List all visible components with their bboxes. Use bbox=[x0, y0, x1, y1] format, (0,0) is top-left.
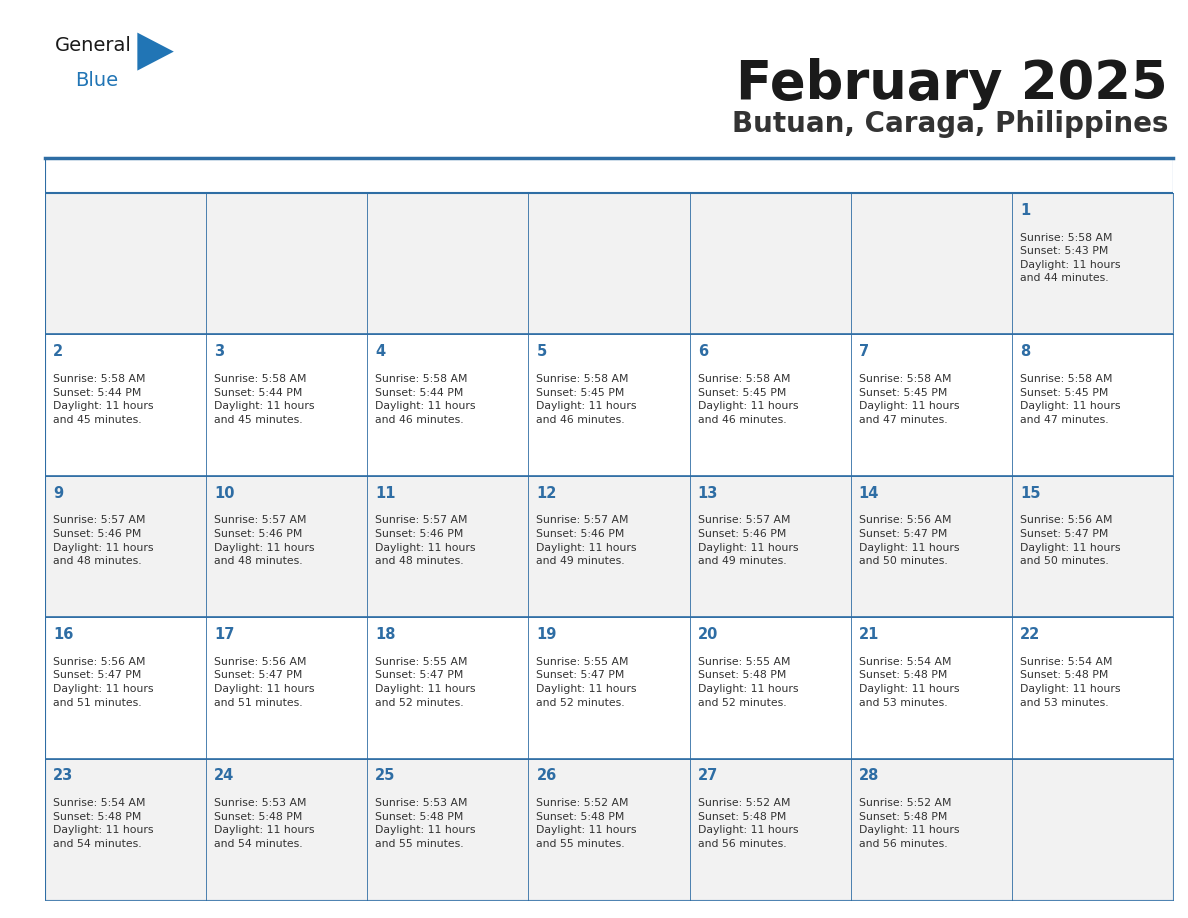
Text: Sunrise: 5:58 AM
Sunset: 5:44 PM
Daylight: 11 hours
and 45 minutes.: Sunrise: 5:58 AM Sunset: 5:44 PM Dayligh… bbox=[214, 374, 315, 425]
Text: 3: 3 bbox=[214, 344, 225, 359]
Text: 26: 26 bbox=[537, 768, 557, 783]
Text: 27: 27 bbox=[697, 768, 718, 783]
Text: 18: 18 bbox=[375, 627, 396, 642]
Text: 2: 2 bbox=[53, 344, 63, 359]
Text: 21: 21 bbox=[859, 627, 879, 642]
Text: Sunrise: 5:57 AM
Sunset: 5:46 PM
Daylight: 11 hours
and 48 minutes.: Sunrise: 5:57 AM Sunset: 5:46 PM Dayligh… bbox=[214, 515, 315, 566]
Text: 17: 17 bbox=[214, 627, 234, 642]
Text: Sunrise: 5:56 AM
Sunset: 5:47 PM
Daylight: 11 hours
and 51 minutes.: Sunrise: 5:56 AM Sunset: 5:47 PM Dayligh… bbox=[53, 656, 153, 708]
Text: Sunrise: 5:52 AM
Sunset: 5:48 PM
Daylight: 11 hours
and 55 minutes.: Sunrise: 5:52 AM Sunset: 5:48 PM Dayligh… bbox=[537, 798, 637, 849]
Text: Sunrise: 5:57 AM
Sunset: 5:46 PM
Daylight: 11 hours
and 49 minutes.: Sunrise: 5:57 AM Sunset: 5:46 PM Dayligh… bbox=[537, 515, 637, 566]
Text: Wednesday: Wednesday bbox=[538, 168, 633, 183]
Text: Sunrise: 5:53 AM
Sunset: 5:48 PM
Daylight: 11 hours
and 55 minutes.: Sunrise: 5:53 AM Sunset: 5:48 PM Dayligh… bbox=[375, 798, 476, 849]
Text: Sunrise: 5:52 AM
Sunset: 5:48 PM
Daylight: 11 hours
and 56 minutes.: Sunrise: 5:52 AM Sunset: 5:48 PM Dayligh… bbox=[697, 798, 798, 849]
Text: Butuan, Caraga, Philippines: Butuan, Caraga, Philippines bbox=[732, 110, 1168, 138]
Text: Sunrise: 5:58 AM
Sunset: 5:45 PM
Daylight: 11 hours
and 47 minutes.: Sunrise: 5:58 AM Sunset: 5:45 PM Dayligh… bbox=[859, 374, 959, 425]
Text: General: General bbox=[55, 37, 132, 55]
Text: 14: 14 bbox=[859, 486, 879, 500]
Text: 24: 24 bbox=[214, 768, 234, 783]
Text: Sunrise: 5:58 AM
Sunset: 5:44 PM
Daylight: 11 hours
and 45 minutes.: Sunrise: 5:58 AM Sunset: 5:44 PM Dayligh… bbox=[53, 374, 153, 425]
Text: Sunrise: 5:55 AM
Sunset: 5:47 PM
Daylight: 11 hours
and 52 minutes.: Sunrise: 5:55 AM Sunset: 5:47 PM Dayligh… bbox=[375, 656, 476, 708]
Text: Sunrise: 5:56 AM
Sunset: 5:47 PM
Daylight: 11 hours
and 50 minutes.: Sunrise: 5:56 AM Sunset: 5:47 PM Dayligh… bbox=[859, 515, 959, 566]
Text: Friday: Friday bbox=[860, 168, 911, 183]
Text: Sunrise: 5:58 AM
Sunset: 5:44 PM
Daylight: 11 hours
and 46 minutes.: Sunrise: 5:58 AM Sunset: 5:44 PM Dayligh… bbox=[375, 374, 476, 425]
Text: Sunrise: 5:54 AM
Sunset: 5:48 PM
Daylight: 11 hours
and 53 minutes.: Sunrise: 5:54 AM Sunset: 5:48 PM Dayligh… bbox=[859, 656, 959, 708]
Text: Monday: Monday bbox=[216, 168, 280, 183]
Text: Thursday: Thursday bbox=[700, 168, 776, 183]
Text: Sunrise: 5:57 AM
Sunset: 5:46 PM
Daylight: 11 hours
and 49 minutes.: Sunrise: 5:57 AM Sunset: 5:46 PM Dayligh… bbox=[697, 515, 798, 566]
Polygon shape bbox=[138, 33, 173, 71]
Text: 11: 11 bbox=[375, 486, 396, 500]
Text: 5: 5 bbox=[537, 344, 546, 359]
Text: Sunrise: 5:57 AM
Sunset: 5:46 PM
Daylight: 11 hours
and 48 minutes.: Sunrise: 5:57 AM Sunset: 5:46 PM Dayligh… bbox=[375, 515, 476, 566]
Text: Sunrise: 5:56 AM
Sunset: 5:47 PM
Daylight: 11 hours
and 50 minutes.: Sunrise: 5:56 AM Sunset: 5:47 PM Dayligh… bbox=[1020, 515, 1120, 566]
Text: 22: 22 bbox=[1020, 627, 1041, 642]
Text: 13: 13 bbox=[697, 486, 718, 500]
Text: 20: 20 bbox=[697, 627, 718, 642]
Text: Sunrise: 5:55 AM
Sunset: 5:47 PM
Daylight: 11 hours
and 52 minutes.: Sunrise: 5:55 AM Sunset: 5:47 PM Dayligh… bbox=[537, 656, 637, 708]
Text: Sunrise: 5:54 AM
Sunset: 5:48 PM
Daylight: 11 hours
and 53 minutes.: Sunrise: 5:54 AM Sunset: 5:48 PM Dayligh… bbox=[1020, 656, 1120, 708]
Text: February 2025: February 2025 bbox=[737, 58, 1168, 110]
Text: 4: 4 bbox=[375, 344, 385, 359]
Text: 16: 16 bbox=[53, 627, 74, 642]
Text: 28: 28 bbox=[859, 768, 879, 783]
Text: 25: 25 bbox=[375, 768, 396, 783]
Text: Sunrise: 5:54 AM
Sunset: 5:48 PM
Daylight: 11 hours
and 54 minutes.: Sunrise: 5:54 AM Sunset: 5:48 PM Dayligh… bbox=[53, 798, 153, 849]
Text: Sunday: Sunday bbox=[55, 168, 115, 183]
Text: 8: 8 bbox=[1020, 344, 1030, 359]
Text: Sunrise: 5:58 AM
Sunset: 5:45 PM
Daylight: 11 hours
and 46 minutes.: Sunrise: 5:58 AM Sunset: 5:45 PM Dayligh… bbox=[537, 374, 637, 425]
Text: 10: 10 bbox=[214, 486, 235, 500]
Text: 19: 19 bbox=[537, 627, 557, 642]
Text: 9: 9 bbox=[53, 486, 63, 500]
Text: Sunrise: 5:53 AM
Sunset: 5:48 PM
Daylight: 11 hours
and 54 minutes.: Sunrise: 5:53 AM Sunset: 5:48 PM Dayligh… bbox=[214, 798, 315, 849]
Text: Blue: Blue bbox=[75, 71, 119, 90]
Text: 15: 15 bbox=[1020, 486, 1041, 500]
Text: 23: 23 bbox=[53, 768, 74, 783]
Text: Sunrise: 5:58 AM
Sunset: 5:45 PM
Daylight: 11 hours
and 47 minutes.: Sunrise: 5:58 AM Sunset: 5:45 PM Dayligh… bbox=[1020, 374, 1120, 425]
Text: Sunrise: 5:58 AM
Sunset: 5:43 PM
Daylight: 11 hours
and 44 minutes.: Sunrise: 5:58 AM Sunset: 5:43 PM Dayligh… bbox=[1020, 232, 1120, 284]
Text: Sunrise: 5:52 AM
Sunset: 5:48 PM
Daylight: 11 hours
and 56 minutes.: Sunrise: 5:52 AM Sunset: 5:48 PM Dayligh… bbox=[859, 798, 959, 849]
Text: 1: 1 bbox=[1020, 203, 1030, 218]
Text: Saturday: Saturday bbox=[1022, 168, 1097, 183]
Text: 6: 6 bbox=[697, 344, 708, 359]
Text: Sunrise: 5:56 AM
Sunset: 5:47 PM
Daylight: 11 hours
and 51 minutes.: Sunrise: 5:56 AM Sunset: 5:47 PM Dayligh… bbox=[214, 656, 315, 708]
Text: Sunrise: 5:58 AM
Sunset: 5:45 PM
Daylight: 11 hours
and 46 minutes.: Sunrise: 5:58 AM Sunset: 5:45 PM Dayligh… bbox=[697, 374, 798, 425]
Text: Sunrise: 5:57 AM
Sunset: 5:46 PM
Daylight: 11 hours
and 48 minutes.: Sunrise: 5:57 AM Sunset: 5:46 PM Dayligh… bbox=[53, 515, 153, 566]
Text: 7: 7 bbox=[859, 344, 868, 359]
Text: Sunrise: 5:55 AM
Sunset: 5:48 PM
Daylight: 11 hours
and 52 minutes.: Sunrise: 5:55 AM Sunset: 5:48 PM Dayligh… bbox=[697, 656, 798, 708]
Text: 12: 12 bbox=[537, 486, 557, 500]
Text: Tuesday: Tuesday bbox=[377, 168, 444, 183]
